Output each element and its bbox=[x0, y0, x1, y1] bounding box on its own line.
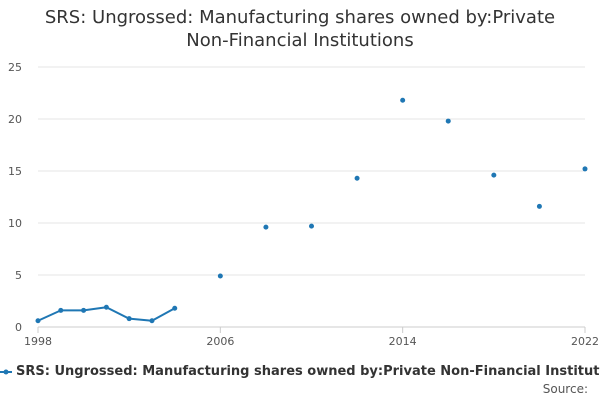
data-point bbox=[103, 304, 109, 310]
data-point bbox=[126, 316, 132, 322]
chart-title: SRS: Ungrossed: Manufacturing shares own… bbox=[0, 6, 600, 52]
y-tick-label: 0 bbox=[15, 321, 22, 334]
data-point bbox=[35, 318, 41, 324]
data-point bbox=[217, 273, 223, 279]
source-label: Source: bbox=[542, 382, 588, 396]
x-tick-label: 2014 bbox=[389, 335, 417, 348]
y-tick-label: 5 bbox=[15, 269, 22, 282]
x-tick-label: 2022 bbox=[571, 335, 599, 348]
data-point bbox=[445, 118, 451, 124]
legend-line-marker-icon bbox=[0, 369, 12, 375]
legend[interactable]: SRS: Ungrossed: Manufacturing shares own… bbox=[0, 363, 600, 381]
data-point bbox=[354, 175, 360, 181]
data-point bbox=[536, 203, 542, 209]
data-point bbox=[491, 172, 497, 178]
legend-label: SRS: Ungrossed: Manufacturing shares own… bbox=[16, 364, 600, 379]
chart-title-line-2: Non-Financial Institutions bbox=[186, 30, 414, 51]
data-point bbox=[309, 223, 314, 229]
data-point bbox=[172, 305, 178, 311]
y-tick-label: 10 bbox=[8, 217, 22, 230]
data-point bbox=[400, 97, 406, 103]
x-tick-label: 1998 bbox=[24, 335, 52, 348]
data-point bbox=[58, 307, 64, 313]
y-tick-label: 25 bbox=[8, 61, 22, 74]
data-point bbox=[149, 318, 155, 324]
x-tick-label: 2006 bbox=[206, 335, 234, 348]
chart-title-line-1: SRS: Ungrossed: Manufacturing shares own… bbox=[44, 7, 556, 28]
y-tick-label: 15 bbox=[8, 165, 22, 178]
data-point bbox=[263, 224, 269, 230]
data-point bbox=[582, 166, 588, 172]
data-point bbox=[81, 307, 87, 313]
y-tick-label: 20 bbox=[8, 113, 22, 126]
